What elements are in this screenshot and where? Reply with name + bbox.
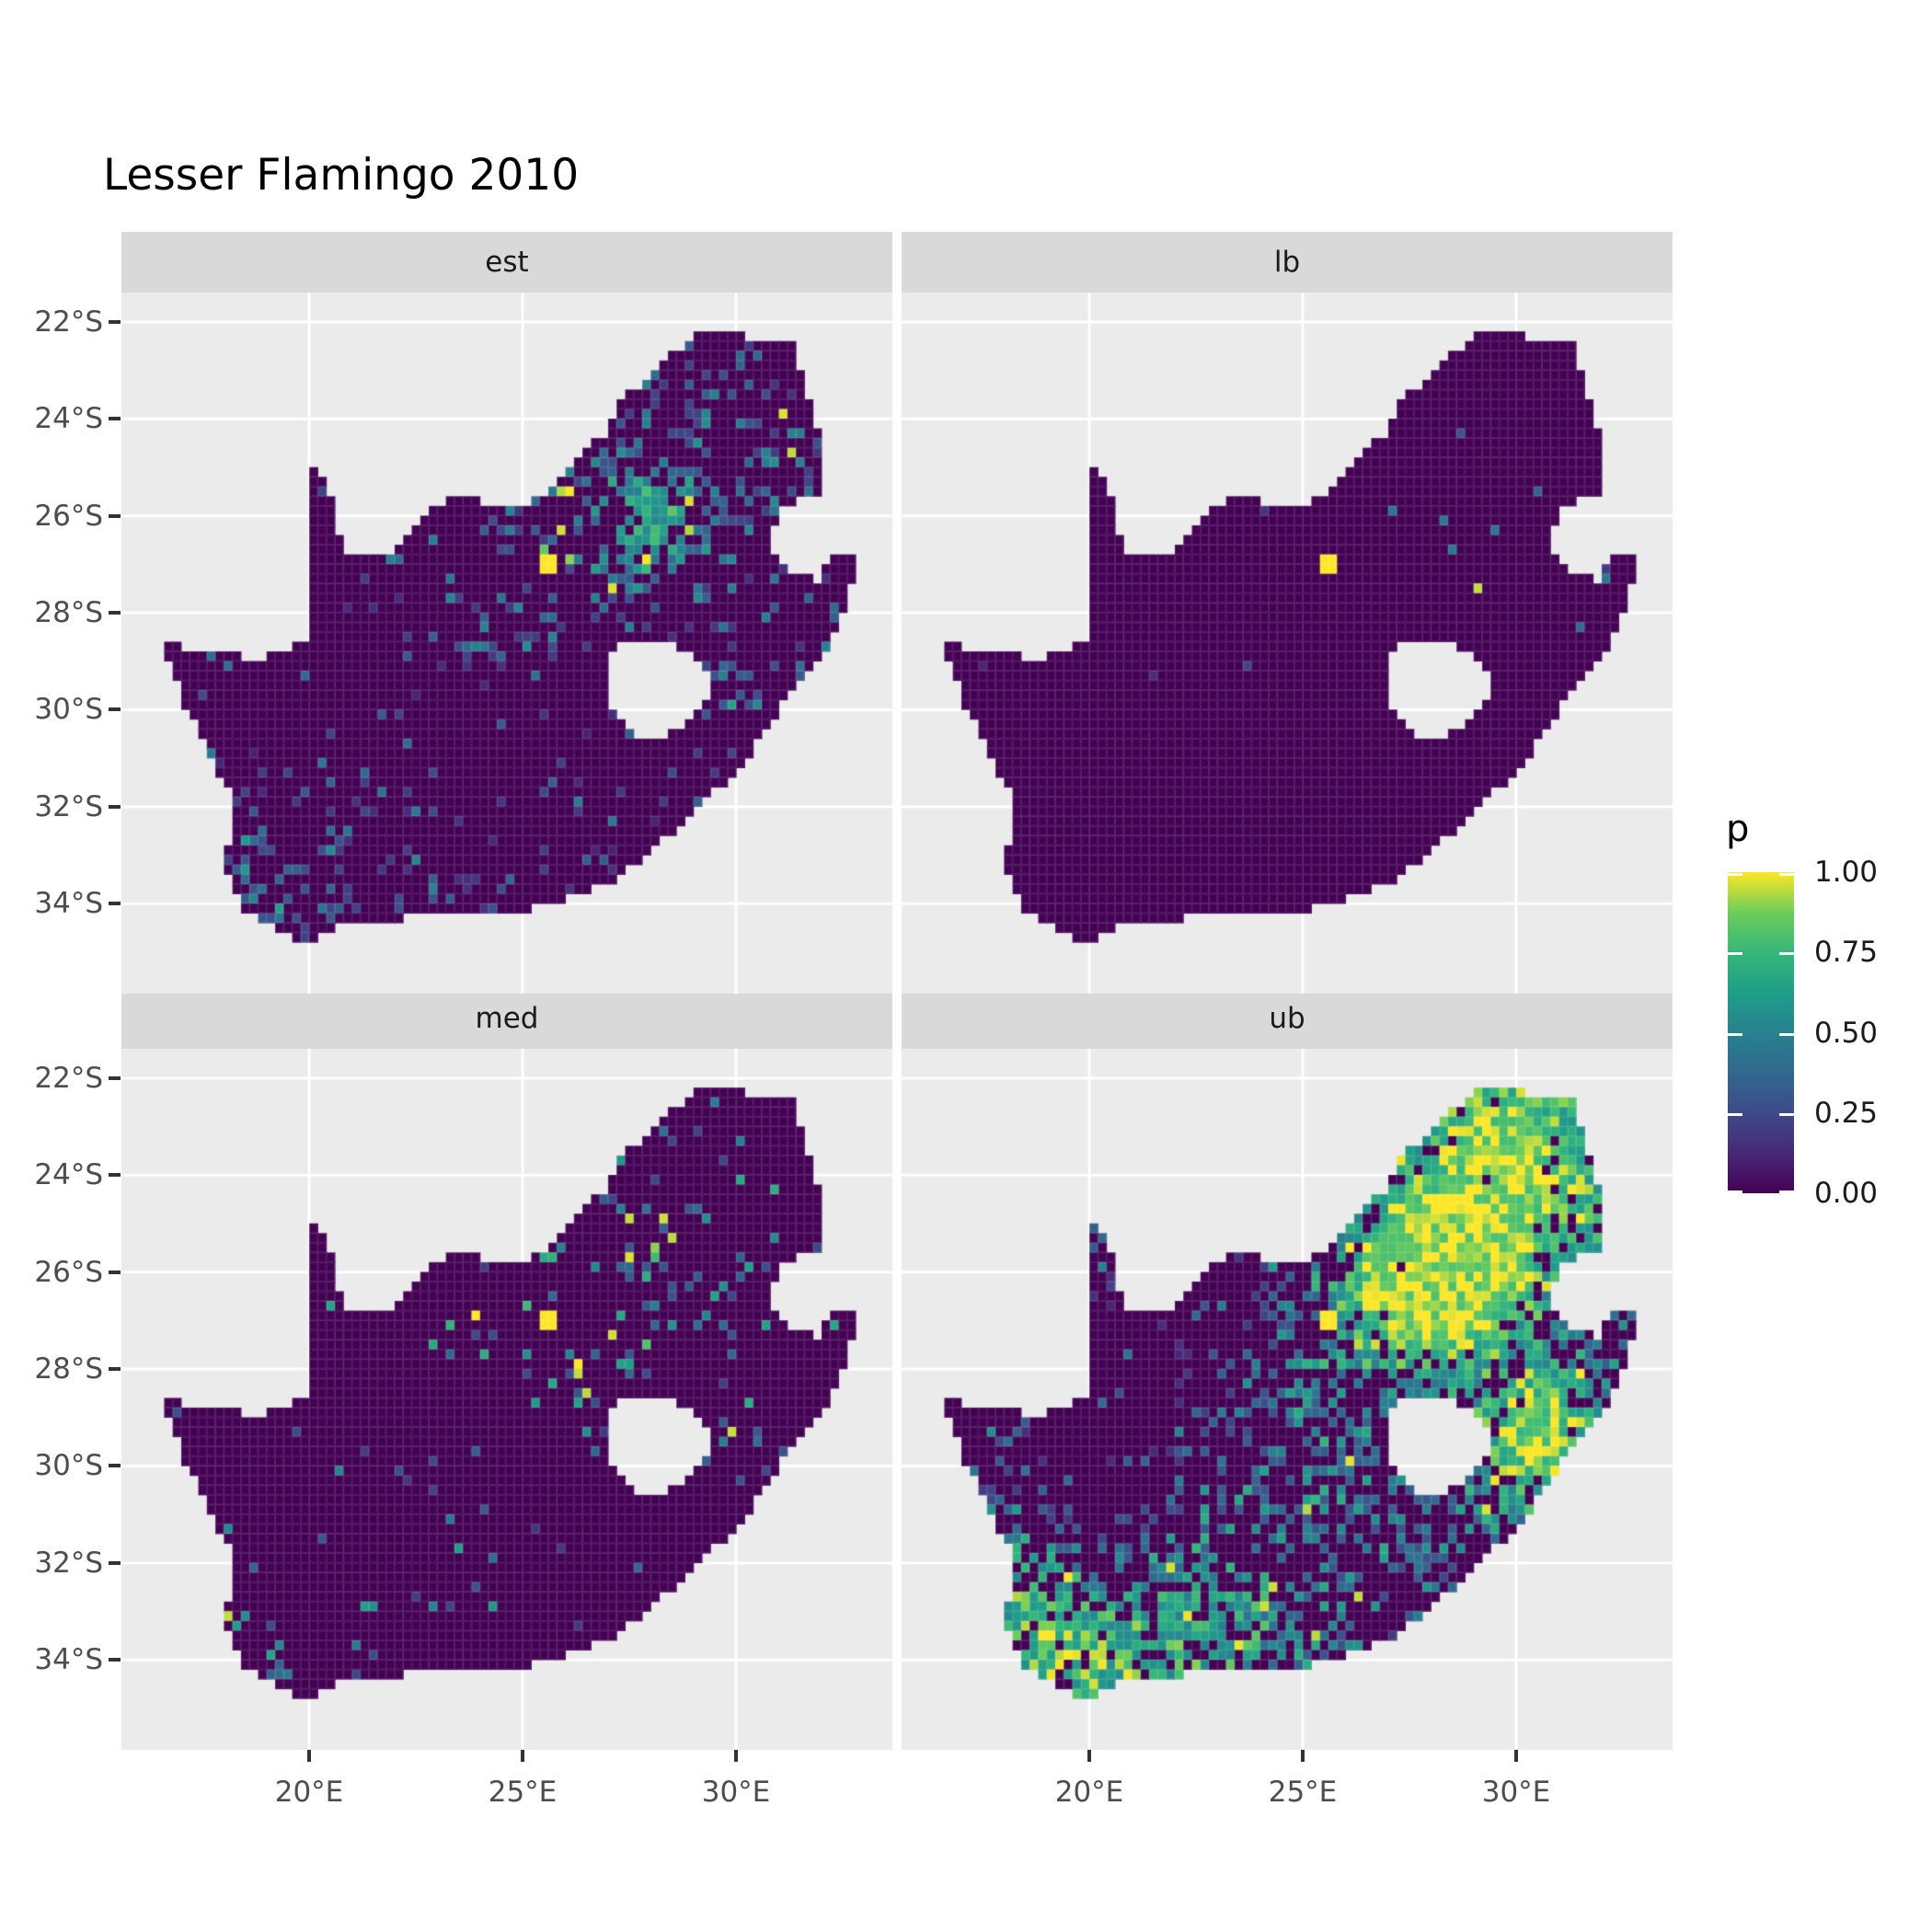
x-axis-tick-mark-col1 <box>734 1750 739 1762</box>
legend-tick-label: 0.25 <box>1814 1096 1879 1130</box>
facet-strip-label-med: med <box>475 1002 539 1035</box>
y-axis-label: 30°S <box>34 1449 103 1483</box>
y-axis-labels-row2: 22°S 24°S 26°S 28°S 30°S 32°S 34°S <box>0 1049 103 1750</box>
y-axis-labels-row1: 22°S 24°S 26°S 28°S 30°S 32°S 34°S <box>0 293 103 994</box>
legend-tick-mark <box>1728 1032 1742 1036</box>
y-axis-label: 24°S <box>34 1158 103 1192</box>
legend-tick-mark <box>1779 1190 1794 1193</box>
y-axis-tick-mark <box>109 902 121 906</box>
y-axis-label: 24°S <box>34 402 103 436</box>
x-axis-label-col2: 30°E <box>1481 1776 1551 1809</box>
y-axis-ticks-row1 <box>109 293 121 994</box>
legend-title: p <box>1726 808 1750 850</box>
x-axis-tick-mark-col1 <box>521 1750 525 1762</box>
y-axis-tick-mark <box>109 1464 121 1468</box>
x-axis-label-col2: 25°E <box>1268 1776 1338 1809</box>
y-axis-tick-mark <box>109 1270 121 1274</box>
x-axis-tick-mark-col1 <box>307 1750 312 1762</box>
chart-title: Lesser Flamingo 2010 <box>103 150 580 201</box>
y-axis-label: 34°S <box>34 1643 103 1677</box>
y-axis-tick-mark <box>109 417 121 421</box>
facet-strip-med: med <box>121 988 892 1049</box>
map-panel-lb <box>902 293 1673 994</box>
map-panel-med <box>121 1049 892 1750</box>
x-axis-label-col1: 20°E <box>274 1776 344 1809</box>
map-canvas-ub <box>902 1049 1673 1750</box>
y-axis-label: 32°S <box>34 789 103 823</box>
map-canvas-lb <box>902 293 1673 994</box>
x-axis-label-col2: 20°E <box>1054 1776 1124 1809</box>
y-axis-label: 26°S <box>34 1255 103 1289</box>
legend-tick-label: 0.75 <box>1814 936 1879 970</box>
y-axis-label: 30°S <box>34 693 103 727</box>
y-axis-tick-mark <box>109 804 121 809</box>
map-canvas-est <box>121 293 892 994</box>
facet-strip-label-est: est <box>485 246 529 279</box>
legend-tick-label: 0.00 <box>1814 1177 1879 1210</box>
legend-tick-mark <box>1779 1112 1794 1116</box>
map-panel-ub <box>902 1049 1673 1750</box>
x-axis-tick-mark-col2 <box>1087 1750 1092 1762</box>
x-axis: 20°E 25°E 30°E 20°E 25°E 30°E <box>0 1750 1932 1842</box>
facet-strip-ub: ub <box>902 988 1673 1049</box>
legend-tick-mark <box>1779 873 1794 876</box>
y-axis-tick-mark <box>109 319 121 324</box>
map-canvas-med <box>121 1049 892 1750</box>
y-axis-label: 22°S <box>34 305 103 339</box>
y-axis-label: 22°S <box>34 1061 103 1095</box>
legend-tick-mark <box>1779 952 1794 956</box>
map-panel-est <box>121 293 892 994</box>
legend-tick-mark <box>1728 873 1742 876</box>
legend-tick-mark <box>1728 1190 1742 1193</box>
facet-strip-label-ub: ub <box>1269 1002 1305 1035</box>
legend-tick-label: 1.00 <box>1814 856 1879 889</box>
y-axis-tick-mark <box>109 1075 121 1080</box>
legend-tick-mark <box>1728 952 1742 956</box>
y-axis-label: 28°S <box>34 596 103 630</box>
legend-tick-label: 0.50 <box>1814 1016 1879 1050</box>
x-axis-label-col1: 30°E <box>701 1776 771 1809</box>
facet-strip-label-lb: lb <box>1273 246 1301 279</box>
facet-strip-lb: lb <box>902 232 1673 293</box>
facet-strip-est: est <box>121 232 892 293</box>
legend-tick-mark <box>1779 1032 1794 1036</box>
x-axis-tick-mark-col2 <box>1301 1750 1305 1762</box>
y-axis-label: 34°S <box>34 887 103 921</box>
y-axis-tick-mark <box>109 1560 121 1565</box>
y-axis-tick-mark <box>109 611 121 615</box>
y-axis-tick-mark <box>109 1367 121 1372</box>
y-axis-label: 26°S <box>34 499 103 533</box>
y-axis-tick-mark <box>109 1658 121 1662</box>
x-axis-label-col1: 25°E <box>488 1776 558 1809</box>
y-axis-tick-mark <box>109 707 121 712</box>
legend-tick-mark <box>1728 1112 1742 1116</box>
y-axis-tick-mark <box>109 1173 121 1178</box>
y-axis-label: 32°S <box>34 1546 103 1580</box>
y-axis-label: 28°S <box>34 1352 103 1386</box>
y-axis-ticks-row2 <box>109 1049 121 1750</box>
x-axis-tick-mark-col2 <box>1514 1750 1519 1762</box>
y-axis-tick-mark <box>109 513 121 518</box>
